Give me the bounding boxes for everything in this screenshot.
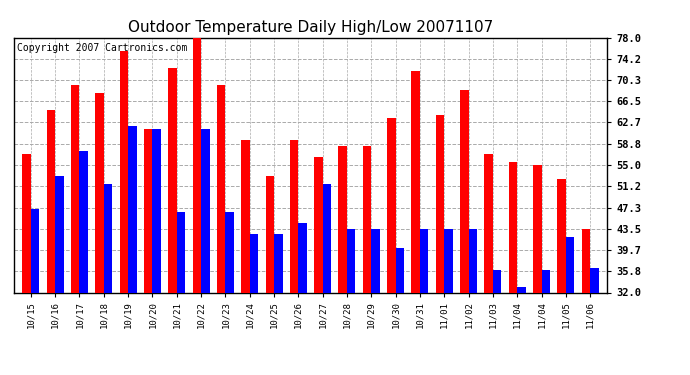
Bar — [71, 85, 79, 292]
Bar — [128, 126, 137, 292]
Bar — [177, 212, 185, 292]
Bar — [22, 154, 31, 292]
Bar — [590, 267, 599, 292]
Bar — [152, 129, 161, 292]
Bar — [298, 223, 307, 292]
Bar — [217, 85, 226, 292]
Bar — [484, 154, 493, 292]
Bar — [558, 179, 566, 292]
Bar — [55, 176, 63, 292]
Text: Copyright 2007 Cartronics.com: Copyright 2007 Cartronics.com — [17, 43, 187, 52]
Bar — [493, 270, 502, 292]
Bar — [444, 229, 453, 292]
Bar — [226, 212, 234, 292]
Bar — [193, 35, 201, 292]
Bar — [411, 71, 420, 292]
Bar — [95, 93, 104, 292]
Bar — [542, 270, 550, 292]
Title: Outdoor Temperature Daily High/Low 20071107: Outdoor Temperature Daily High/Low 20071… — [128, 20, 493, 35]
Bar — [47, 110, 55, 292]
Bar — [104, 184, 112, 292]
Bar — [347, 229, 355, 292]
Bar — [168, 68, 177, 292]
Bar — [323, 184, 331, 292]
Bar — [241, 140, 250, 292]
Bar — [371, 229, 380, 292]
Bar — [582, 229, 590, 292]
Bar — [290, 140, 298, 292]
Bar — [339, 146, 347, 292]
Bar — [533, 165, 542, 292]
Bar — [274, 234, 282, 292]
Bar — [566, 237, 574, 292]
Bar — [79, 151, 88, 292]
Bar — [363, 146, 371, 292]
Bar — [119, 51, 128, 292]
Bar — [201, 129, 210, 292]
Bar — [266, 176, 274, 292]
Bar — [460, 90, 469, 292]
Bar — [144, 129, 152, 292]
Bar — [250, 234, 258, 292]
Bar — [509, 162, 518, 292]
Bar — [31, 209, 39, 292]
Bar — [387, 118, 395, 292]
Bar — [518, 287, 526, 292]
Bar — [314, 157, 323, 292]
Bar — [420, 229, 428, 292]
Bar — [395, 248, 404, 292]
Bar — [436, 115, 444, 292]
Bar — [469, 229, 477, 292]
